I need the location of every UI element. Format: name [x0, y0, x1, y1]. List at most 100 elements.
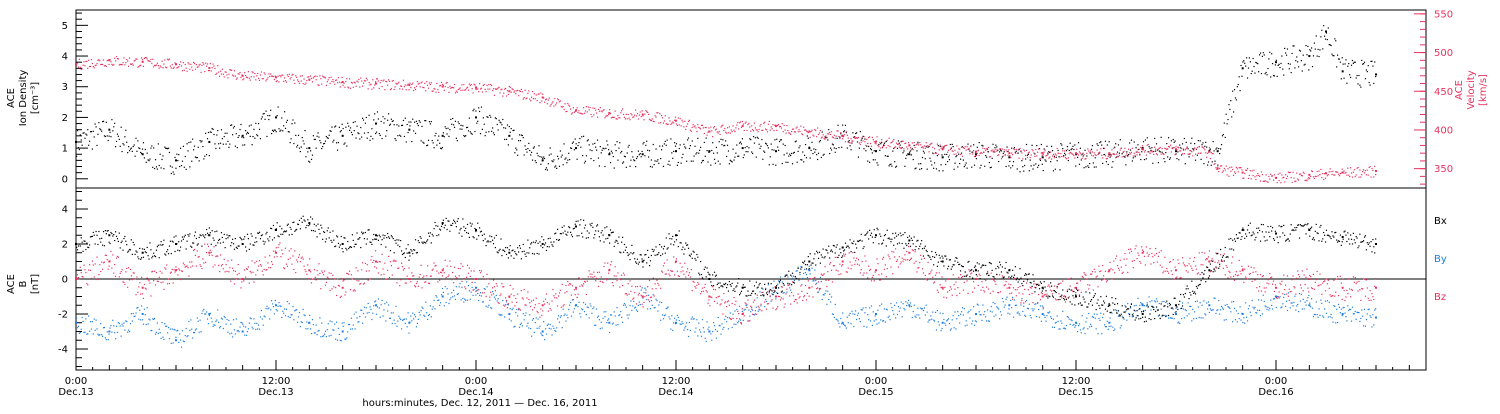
- velocity-point: [886, 147, 887, 148]
- by-point: [814, 269, 815, 270]
- by-point: [181, 347, 182, 348]
- velocity-point: [867, 143, 868, 144]
- by-point: [455, 299, 456, 300]
- by-point: [285, 315, 286, 316]
- ion-density-point: [582, 155, 583, 156]
- bz-point: [300, 261, 301, 262]
- by-point: [883, 320, 884, 321]
- by-point: [514, 326, 515, 327]
- bz-point: [401, 263, 402, 264]
- bz-point: [235, 271, 236, 272]
- ion-density-point: [149, 158, 150, 159]
- velocity-point: [254, 73, 255, 74]
- velocity-point: [1359, 169, 1360, 170]
- ion-density-point: [359, 138, 360, 139]
- by-point: [915, 317, 916, 318]
- by-point: [196, 328, 197, 329]
- ion-density-point: [231, 124, 232, 125]
- ion-density-point: [504, 139, 505, 140]
- ion-density-point: [391, 119, 392, 120]
- velocity-point: [873, 139, 874, 140]
- by-point: [824, 294, 825, 295]
- ion-density-point: [759, 144, 760, 145]
- by-point: [1326, 313, 1327, 314]
- ion-density-sample-point: [175, 159, 177, 161]
- ion-density-point: [840, 133, 841, 134]
- bz-point: [444, 272, 445, 273]
- by-point: [804, 269, 805, 270]
- ion-density-point: [1281, 55, 1282, 56]
- ion-density-point: [877, 164, 878, 165]
- ion-density-point: [1140, 159, 1141, 160]
- bz-point: [187, 265, 188, 266]
- by-point: [353, 325, 354, 326]
- ion-density-point: [555, 165, 556, 166]
- by-point: [568, 309, 569, 310]
- ion-density-point: [1253, 58, 1254, 59]
- velocity-point: [940, 145, 941, 146]
- ion-density-point: [160, 154, 161, 155]
- by-sample-point: [1308, 304, 1310, 306]
- ion-density-point: [688, 137, 689, 138]
- by-point: [1299, 293, 1300, 294]
- velocity-point: [83, 61, 84, 62]
- velocity-point: [1163, 154, 1164, 155]
- by-point: [1323, 317, 1324, 318]
- ion-density-point: [1177, 151, 1178, 152]
- velocity-point: [1354, 169, 1355, 170]
- velocity-point: [540, 92, 541, 93]
- bz-point: [135, 278, 136, 279]
- ion-density-point: [684, 146, 685, 147]
- ion-density-point: [1296, 56, 1297, 57]
- ion-density-point: [514, 152, 515, 153]
- by-point: [320, 336, 321, 337]
- velocity-point: [341, 82, 342, 83]
- bz-point: [392, 274, 393, 275]
- ion-density-point: [435, 133, 436, 134]
- ion-density-point: [289, 131, 290, 132]
- ion-density-point: [665, 141, 666, 142]
- ion-density-point: [403, 120, 404, 121]
- by-point: [1316, 301, 1317, 302]
- velocity-point: [790, 134, 791, 135]
- top-right-axis-label-line1: ACE: [1454, 80, 1465, 100]
- velocity-point: [985, 150, 986, 151]
- by-point: [1345, 316, 1346, 317]
- by-point: [483, 301, 484, 302]
- ion-density-point: [1160, 151, 1161, 152]
- ion-density-point: [535, 160, 536, 161]
- legend-bx: Bx: [1434, 216, 1447, 227]
- ion-density-point: [816, 154, 817, 155]
- by-point: [544, 339, 545, 340]
- ion-density-point: [1136, 147, 1137, 148]
- bz-point: [413, 275, 414, 276]
- velocity-point: [800, 126, 801, 127]
- by-point: [83, 321, 84, 322]
- ion-density-point: [151, 145, 152, 146]
- ion-density-point: [1130, 149, 1131, 150]
- ion-density-point: [584, 162, 585, 163]
- by-point: [930, 315, 931, 316]
- ion-density-point: [300, 151, 301, 152]
- bz-sample-point: [1042, 296, 1044, 298]
- bz-point: [135, 294, 136, 295]
- by-point: [85, 318, 86, 319]
- by-point: [1186, 310, 1187, 311]
- ion-density-point: [190, 141, 191, 142]
- velocity-point: [939, 149, 940, 150]
- velocity-point: [1160, 147, 1161, 148]
- by-point: [582, 309, 583, 310]
- ion-density-point: [896, 166, 897, 167]
- ion-density-point: [113, 126, 114, 127]
- by-point: [1215, 313, 1216, 314]
- velocity-point: [384, 89, 385, 90]
- by-point: [707, 329, 708, 330]
- velocity-point: [406, 89, 407, 90]
- velocity-point: [1140, 147, 1141, 148]
- bz-point: [80, 267, 81, 268]
- ion-density-point: [303, 140, 304, 141]
- ion-density-point: [1162, 152, 1163, 153]
- ion-density-point: [794, 152, 795, 153]
- velocity-point: [465, 89, 466, 90]
- bz-point: [226, 264, 227, 265]
